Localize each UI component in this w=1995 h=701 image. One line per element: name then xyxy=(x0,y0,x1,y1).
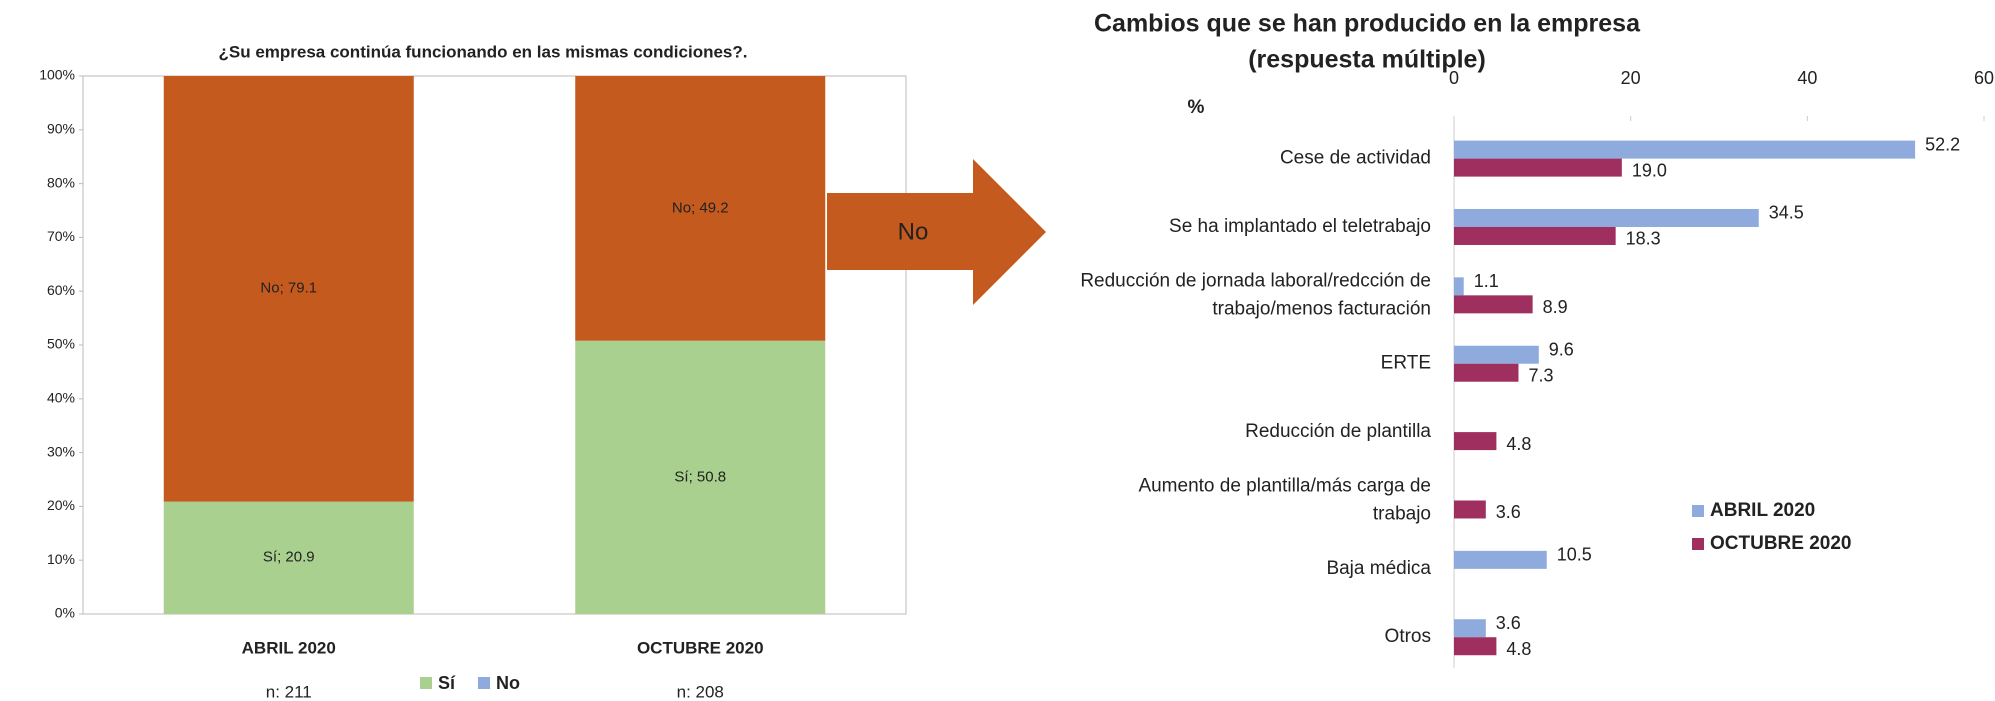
y-tick-label: 90% xyxy=(47,121,75,137)
value-label: 19.0 xyxy=(1632,160,1667,180)
category-label: ERTE xyxy=(1381,353,1431,374)
bar-segment xyxy=(163,76,414,502)
bar xyxy=(1454,208,1759,227)
x-tick-label: 20 xyxy=(1621,68,1641,88)
arrow-label: No xyxy=(898,218,929,245)
value-label: 4.8 xyxy=(1506,434,1531,454)
x-tick-label: 40 xyxy=(1797,68,1817,88)
legend-swatch xyxy=(1692,505,1704,517)
x-tick-label: 0 xyxy=(1449,68,1459,88)
value-label: No; 49.2 xyxy=(672,199,729,216)
legend-label: No xyxy=(496,673,520,693)
chart-subtitle: (respuesta múltiple) xyxy=(1248,46,1486,74)
x-tick-label: ABRIL 2020 xyxy=(242,638,336,657)
bar xyxy=(1454,345,1539,364)
value-label: 34.5 xyxy=(1769,203,1804,223)
category-label: trabajo xyxy=(1373,503,1431,524)
bar-segment xyxy=(575,340,826,614)
category-label: trabajo/menos facturación xyxy=(1212,298,1431,319)
bar xyxy=(1454,158,1622,177)
y-tick-label: 10% xyxy=(47,551,75,567)
legend-swatch xyxy=(478,677,490,689)
category-label: Se ha implantado el teletrabajo xyxy=(1169,216,1431,237)
y-tick-label: 70% xyxy=(47,228,75,244)
value-label: 8.9 xyxy=(1543,297,1568,317)
arrow xyxy=(827,159,1046,305)
annotation: n: 208 xyxy=(677,682,724,701)
y-tick-label: 80% xyxy=(47,174,75,190)
bar xyxy=(1454,277,1464,296)
bar xyxy=(1454,363,1519,382)
category-label: Reducción de plantilla xyxy=(1245,421,1431,442)
bar-segment xyxy=(163,501,414,614)
chart-title: Cambios que se han producido en la empre… xyxy=(1094,10,1641,38)
bar xyxy=(1454,140,1916,159)
x-tick-label: OCTUBRE 2020 xyxy=(637,638,764,657)
bar xyxy=(1454,226,1616,245)
annotation: n: 211 xyxy=(266,682,312,701)
legend-label: Sí xyxy=(438,673,456,693)
value-label: 9.6 xyxy=(1549,339,1574,359)
axis-label: % xyxy=(1188,97,1205,118)
legend-swatch xyxy=(1692,538,1704,550)
chart-title: ¿Su empresa continúa funcionando en las … xyxy=(218,42,747,61)
category-label: Reducción de jornada laboral/redcción de xyxy=(1080,270,1431,291)
y-tick-label: 50% xyxy=(47,336,75,352)
category-label: Otros xyxy=(1385,626,1431,647)
value-label: 7.3 xyxy=(1528,365,1553,385)
y-tick-label: 60% xyxy=(47,282,75,298)
bar xyxy=(1454,500,1486,519)
value-label: 1.1 xyxy=(1474,271,1499,291)
y-tick-label: 100% xyxy=(39,67,75,83)
bar xyxy=(1454,619,1486,638)
y-tick-label: 40% xyxy=(47,390,75,406)
y-tick-label: 30% xyxy=(47,443,75,459)
value-label: 10.5 xyxy=(1557,545,1592,565)
value-label: Sí; 50.8 xyxy=(674,468,726,485)
bar xyxy=(1454,637,1497,656)
legend-label: OCTUBRE 2020 xyxy=(1710,533,1852,554)
legend-label: ABRIL 2020 xyxy=(1710,500,1815,521)
value-label: 3.6 xyxy=(1496,613,1521,633)
category-label: Baja médica xyxy=(1326,558,1431,579)
value-label: 18.3 xyxy=(1626,229,1661,249)
value-label: 52.2 xyxy=(1925,134,1960,154)
category-label: Cese de actividad xyxy=(1280,148,1431,169)
bar xyxy=(1454,295,1533,314)
category-label: Aumento de plantilla/más carga de xyxy=(1138,475,1431,496)
value-label: No; 79.1 xyxy=(260,280,317,297)
bar xyxy=(1454,432,1497,451)
legend-swatch xyxy=(420,677,432,689)
y-tick-label: 0% xyxy=(55,605,75,621)
bar-segment xyxy=(575,76,826,341)
x-tick-label: 60 xyxy=(1974,68,1994,88)
value-label: 3.6 xyxy=(1496,502,1521,522)
value-label: 4.8 xyxy=(1506,639,1531,659)
y-tick-label: 20% xyxy=(47,497,75,513)
bar xyxy=(1454,550,1547,569)
value-label: Sí; 20.9 xyxy=(263,549,315,566)
